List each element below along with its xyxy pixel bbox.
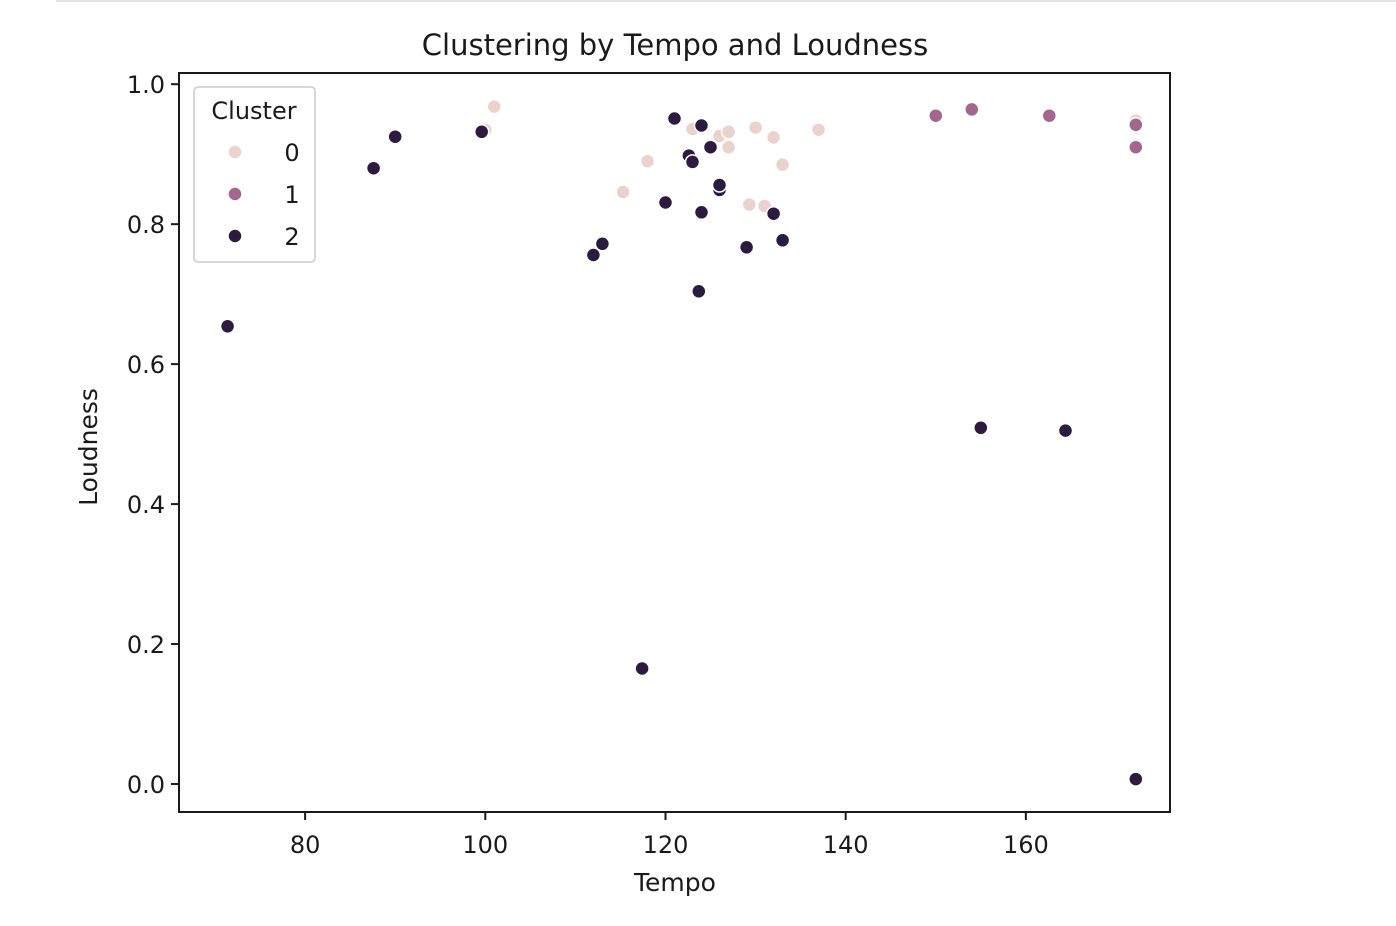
data-point [615,184,631,200]
chart-title: Clustering by Tempo and Loudness [422,28,928,62]
data-point [1128,117,1144,133]
legend-title: Cluster [211,97,296,125]
data-point [720,139,737,155]
y-axis-label: Loudness [74,388,103,506]
data-point [928,107,944,124]
y-tick-label: 1.0 [127,71,165,99]
data-point [738,239,755,256]
data-point [720,124,737,140]
data-point [486,98,503,115]
legend-marker [227,228,243,244]
y-axis-ticks: 0.0 0.2 0.4 0.6 0.8 1.0 [127,71,179,799]
data-point [774,156,791,173]
data-point [594,236,611,252]
legend-entries: 0 1 2 [227,139,300,251]
data-point [1128,139,1144,155]
plot-frame [178,72,1171,813]
data-point [1057,422,1074,439]
data-point [964,101,980,118]
data-point [765,129,782,146]
legend: Cluster 0 1 2 [193,86,316,263]
data-point [693,204,710,221]
y-tick-label: 0.2 [127,631,165,659]
data-point [657,194,674,211]
x-tick-label: 120 [643,831,689,859]
data-point [693,117,710,134]
data-point [1041,107,1058,124]
data-point [365,160,382,176]
legend-marker [227,186,243,202]
data-point [684,154,701,170]
legend-box [193,86,316,263]
points-layer [219,98,1144,787]
data-point [666,110,683,127]
data-point [219,318,236,335]
legend-label: 1 [284,181,299,209]
data-point [774,232,791,249]
data-point [973,420,989,436]
x-tick-label: 80 [290,831,321,859]
x-tick-label: 100 [462,831,508,859]
data-point [741,196,758,213]
data-point [473,124,490,140]
data-point [747,119,764,136]
top-divider [56,0,1396,2]
data-point [387,128,403,145]
x-axis-label: Tempo [633,868,716,897]
data-point [634,660,650,677]
y-tick-label: 0.0 [127,771,165,799]
data-point [711,177,728,193]
x-tick-label: 160 [1003,831,1049,859]
legend-label: 2 [284,223,299,251]
legend-label: 0 [284,139,299,167]
legend-marker [227,144,243,160]
data-point [639,153,656,169]
x-tick-label: 140 [823,831,869,859]
data-point [1128,771,1144,787]
x-axis-ticks: 80 100 120 140 160 [290,812,1049,859]
y-tick-label: 0.6 [127,351,165,379]
data-point [691,283,707,300]
data-point [810,121,827,138]
data-point [702,139,719,155]
y-tick-label: 0.4 [127,491,165,519]
data-point [765,205,782,222]
data-point [585,247,602,263]
y-tick-label: 0.8 [127,211,165,239]
